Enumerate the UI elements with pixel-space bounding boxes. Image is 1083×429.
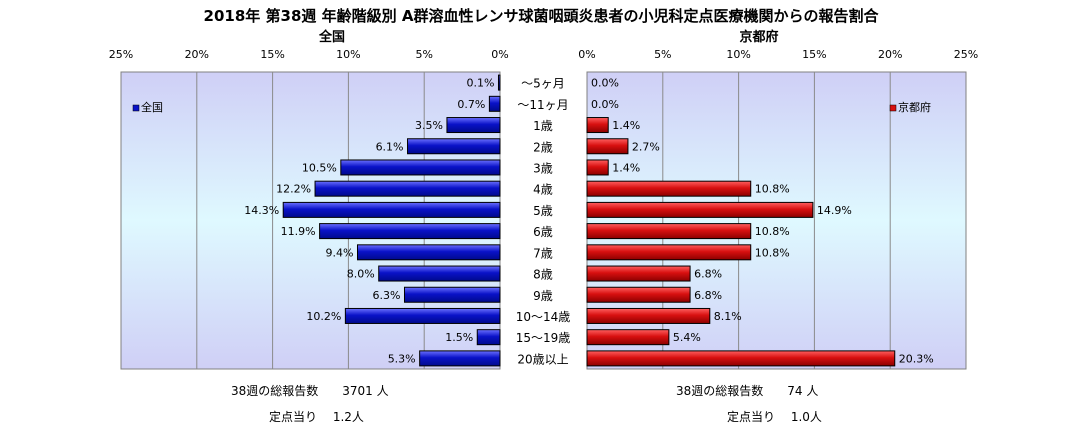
national-value-label: 0.1% (467, 77, 495, 90)
national-value-label: 3.5% (415, 119, 443, 132)
kyoto-value-label: 0.0% (591, 77, 619, 90)
national-value-label: 5.3% (388, 352, 416, 365)
national-value-label: 14.3% (244, 204, 279, 217)
national-tick-label: 0% (491, 48, 508, 61)
kyoto-value-label: 5.4% (673, 331, 701, 344)
kyoto-legend-label: 京都府 (898, 100, 931, 114)
national-bar (319, 223, 501, 240)
national-tick-label: 20% (185, 48, 209, 61)
national-value-label: 0.7% (457, 98, 485, 111)
kyoto-value-label: 20.3% (899, 352, 934, 365)
national-value-label: 1.5% (445, 331, 473, 344)
kyoto-value-label: 6.8% (694, 268, 722, 281)
category-label: 8歳 (533, 268, 553, 282)
national-value-label: 6.1% (376, 140, 404, 153)
national-total-reports: 38週の総報告数 3701 人 (231, 384, 389, 398)
national-bar (314, 180, 501, 197)
kyoto-tick-label: 20% (878, 48, 902, 61)
national-legend-swatch (132, 104, 140, 112)
national-bar (340, 159, 501, 176)
kyoto-bar (586, 307, 711, 324)
national-legend-label: 全国 (141, 100, 163, 114)
national-bar (497, 74, 501, 91)
kyoto-value-label: 1.4% (612, 119, 640, 132)
category-label: 5歳 (533, 204, 553, 218)
kyoto-bar (586, 265, 691, 282)
kyoto-bar (586, 286, 691, 303)
kyoto-bar (586, 350, 896, 367)
chart-title: 2018年 第38週 年齢階級別 A群溶血性レンサ球菌咽頭炎患者の小児科定点医療… (204, 7, 880, 25)
national-plot-area (120, 71, 501, 370)
kyoto-value-label: 6.8% (694, 289, 722, 302)
kyoto-bar (586, 244, 752, 261)
kyoto-value-label: 8.1% (714, 310, 742, 323)
kyoto-bar (586, 201, 814, 218)
national-bar (378, 265, 501, 282)
kyoto-panel-title: 京都府 (739, 29, 778, 45)
kyoto-value-label: 14.9% (817, 204, 852, 217)
national-value-label: 8.0% (347, 268, 375, 281)
national-tick-label: 25% (109, 48, 133, 61)
kyoto-total-reports: 38週の総報告数 74 人 (676, 384, 819, 398)
national-value-label: 10.5% (302, 161, 337, 174)
kyoto-tick-label: 10% (726, 48, 750, 61)
category-label: 7歳 (533, 246, 553, 260)
category-label: 15～19歳 (516, 331, 571, 345)
kyoto-bar (586, 159, 609, 176)
kyoto-bar (586, 117, 609, 134)
category-label: ～11ヶ月 (517, 98, 568, 112)
category-label: 4歳 (533, 183, 553, 197)
kyoto-tick-label: 0% (578, 48, 595, 61)
national-bar (282, 201, 501, 218)
kyoto-tick-label: 15% (802, 48, 826, 61)
category-label: 2歳 (533, 140, 553, 154)
kyoto-value-label: 1.4% (612, 161, 640, 174)
national-tick-label: 10% (336, 48, 360, 61)
national-tick-label: 5% (415, 48, 432, 61)
national-value-label: 10.2% (306, 310, 341, 323)
national-bar (344, 307, 501, 324)
category-label: 9歳 (533, 289, 553, 303)
national-value-label: 12.2% (276, 183, 311, 196)
kyoto-value-label: 10.8% (755, 183, 790, 196)
kyoto-per-site: 定点当り 1.0人 (727, 410, 822, 424)
national-bar (446, 117, 501, 134)
national-bar (419, 350, 501, 367)
kyoto-plot-area (586, 71, 967, 370)
kyoto-tick-label: 25% (954, 48, 978, 61)
category-label: 10～14歳 (516, 310, 571, 324)
national-bar (356, 244, 501, 261)
category-label: ～5ヶ月 (521, 77, 565, 91)
national-value-label: 6.3% (373, 289, 401, 302)
national-value-label: 9.4% (326, 246, 354, 259)
national-per-site: 定点当り 1.2人 (269, 410, 364, 424)
kyoto-bar (586, 138, 629, 155)
national-bar (403, 286, 501, 303)
kyoto-bar (586, 329, 670, 346)
kyoto-value-label: 10.8% (755, 225, 790, 238)
kyoto-value-label: 2.7% (632, 140, 660, 153)
category-label: 3歳 (533, 161, 553, 175)
national-bar (476, 329, 501, 346)
national-value-label: 11.9% (281, 225, 316, 238)
kyoto-value-label: 10.8% (755, 246, 790, 259)
category-label: 6歳 (533, 225, 553, 239)
national-bar (407, 138, 501, 155)
category-label: 20歳以上 (517, 352, 568, 366)
national-tick-label: 15% (260, 48, 284, 61)
kyoto-bar (586, 223, 752, 240)
kyoto-legend-swatch (889, 104, 897, 112)
national-panel-title: 全国 (318, 29, 345, 45)
kyoto-tick-label: 5% (654, 48, 671, 61)
national-bar (488, 95, 501, 112)
category-label: 1歳 (533, 119, 553, 133)
kyoto-bar (586, 180, 752, 197)
kyoto-value-label: 0.0% (591, 98, 619, 111)
